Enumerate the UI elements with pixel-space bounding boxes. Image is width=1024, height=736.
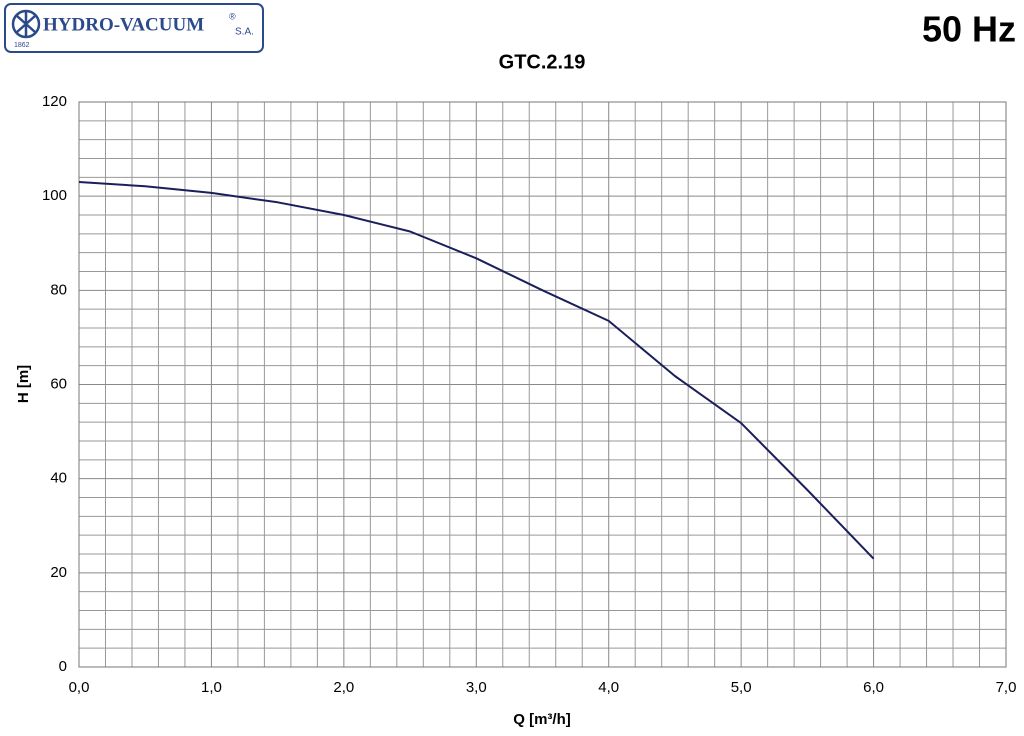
y-tick-label: 20 [50,564,67,581]
chart-title: GTC.2.19 [499,51,586,73]
y-tick-label: 120 [42,93,67,110]
x-tick-label: 7,0 [996,679,1017,696]
brand-suffix: S.A. [235,27,254,38]
x-tick-label: 4,0 [598,679,619,696]
y-tick-label: 100 [42,187,67,204]
x-tick-label: 0,0 [69,679,90,696]
y-axis-label: H [m] [15,365,32,403]
x-tick-label: 6,0 [863,679,884,696]
y-tick-label: 40 [50,470,67,487]
x-axis-label: Q [m³/h] [513,711,571,728]
y-tick-label: 60 [50,375,67,392]
registered: ® [229,11,236,21]
year: 1862 [14,42,30,49]
frequency: 50 Hz [922,9,1016,50]
line-series [78,181,875,560]
x-tick-label: 1,0 [201,679,222,696]
logo-frame [4,3,264,53]
x-tick-label: 2,0 [333,679,354,696]
brand: HYDRO-VACUUM [43,14,204,35]
y-tick-label: 0 [59,658,67,675]
logo-icon-mark [16,12,36,36]
x-tick-label: 5,0 [731,679,752,696]
x-tick-label: 3,0 [466,679,487,696]
plot-frame [78,101,1007,668]
y-tick-label: 80 [50,281,67,298]
logo: HYDRO-VACUUM ® S.A. 1862 [4,3,264,53]
